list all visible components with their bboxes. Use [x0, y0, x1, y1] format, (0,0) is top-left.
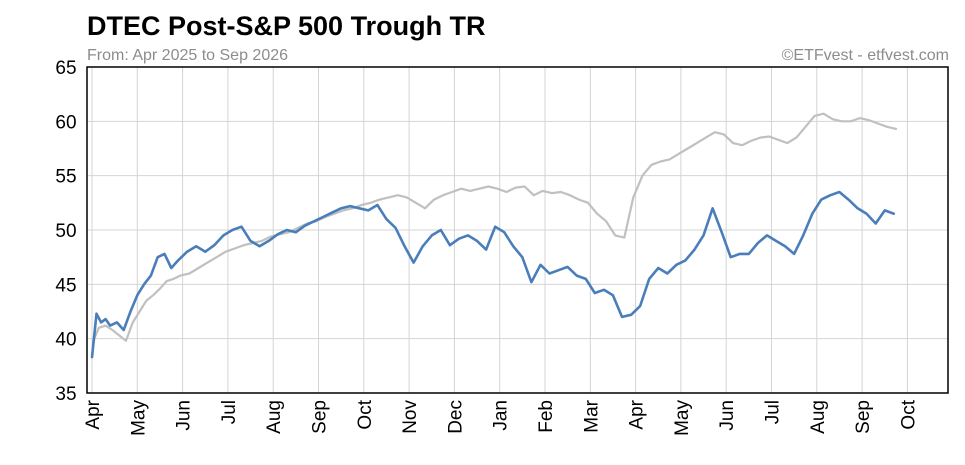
gridlines: [87, 67, 948, 393]
chart-subtitle: From: Apr 2025 to Sep 2026: [87, 47, 288, 64]
y-tick-label-1: 40: [55, 330, 76, 351]
x-tick-label-3: Jul: [219, 400, 240, 424]
x-axis: Apr May Jun Jul Aug Sep Oct Nov Dec Jan Feb Mar Apr M…: [83, 399, 919, 436]
x-tick-label-1: May: [128, 400, 149, 436]
y-tick-label-6: 65: [55, 58, 76, 79]
y-tick-label-4: 55: [55, 167, 76, 188]
y-tick-label-2: 45: [55, 275, 76, 296]
x-tick-label-15: Jul: [763, 400, 784, 424]
series-lines: [90, 112, 898, 359]
x-tick-label-7: Nov: [400, 400, 421, 434]
chart-credit: ©ETFvest - etfvest.com: [782, 47, 949, 64]
y-axis: 35 40 45 50 55 60 65: [55, 58, 76, 405]
x-tick-label-13: May: [672, 400, 693, 436]
x-tick-label-4: Aug: [264, 400, 285, 434]
x-tick-label-9: Jan: [491, 400, 512, 431]
series-line-primary: [90, 190, 896, 359]
x-tick-label-6: Oct: [355, 399, 376, 429]
x-tick-label-11: Mar: [581, 399, 602, 432]
x-tick-label-14: Jun: [717, 400, 738, 431]
x-tick-label-8: Dec: [445, 400, 466, 434]
x-tick-label-2: Jun: [174, 400, 195, 431]
x-tick-label-18: Oct: [898, 399, 919, 429]
x-tick-label-16: Aug: [808, 400, 829, 434]
y-tick-label-3: 50: [55, 221, 76, 242]
x-tick-label-0: Apr: [83, 399, 104, 429]
y-tick-label-5: 60: [55, 112, 76, 133]
x-tick-label-17: Sep: [853, 400, 874, 434]
plot-frame: [86, 66, 949, 394]
chart-title: DTEC Post-S&P 500 Trough TR: [87, 11, 486, 41]
x-tick-label-12: Apr: [627, 399, 648, 429]
series-line-benchmark: [93, 112, 898, 342]
x-tick-label-5: Sep: [310, 400, 331, 434]
x-tick-label-10: Feb: [536, 400, 557, 433]
y-tick-label-0: 35: [55, 384, 76, 405]
